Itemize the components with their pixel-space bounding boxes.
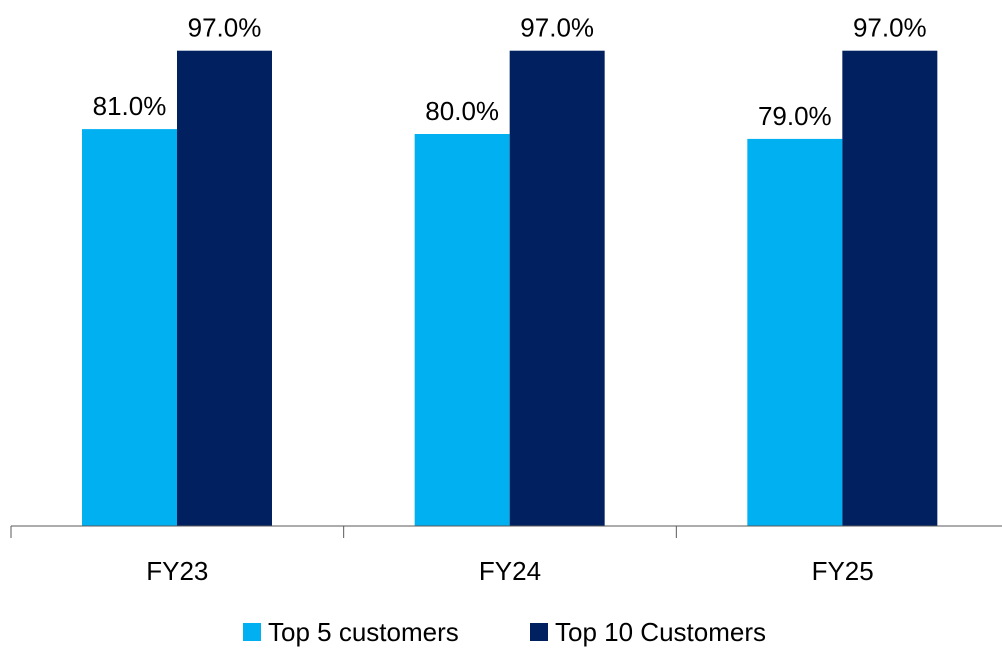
data-label-fy24-series-2: 97.0% <box>520 13 594 43</box>
legend: Top 5 customers Top 10 Customers <box>243 617 766 647</box>
bar-fy23-series-1 <box>82 129 177 526</box>
data-label-fy23-series-2: 97.0% <box>188 13 262 43</box>
category-label-fy23: FY23 <box>146 556 208 586</box>
category-label-fy25: FY25 <box>812 556 874 586</box>
category-label-fy24: FY24 <box>479 556 541 586</box>
bar-fy25-series-2 <box>842 50 938 526</box>
legend-label: Top 5 customers <box>268 617 459 647</box>
legend-swatch <box>243 623 261 641</box>
data-label-fy23-series-1: 81.0% <box>93 91 167 121</box>
plot-area: 81.0% 97.0% 80.0% 97.0% 79.0% 97.0% <box>82 13 938 526</box>
bar-fy25-series-1 <box>747 138 843 526</box>
data-label-fy25-series-1: 79.0% <box>758 101 832 131</box>
legend-swatch <box>530 623 548 641</box>
data-label-fy24-series-1: 80.0% <box>425 96 499 126</box>
bar-fy24-series-2 <box>509 50 605 526</box>
data-label-fy25-series-2: 97.0% <box>853 13 927 43</box>
bar-fy23-series-2 <box>177 50 272 526</box>
legend-item-series-1: Top 5 customers <box>243 617 459 647</box>
legend-item-series-2: Top 10 Customers <box>530 617 766 647</box>
bar-fy24-series-1 <box>414 134 510 526</box>
x-axis: FY23 FY24 FY25 <box>10 525 1002 586</box>
legend-label: Top 10 Customers <box>555 617 766 647</box>
